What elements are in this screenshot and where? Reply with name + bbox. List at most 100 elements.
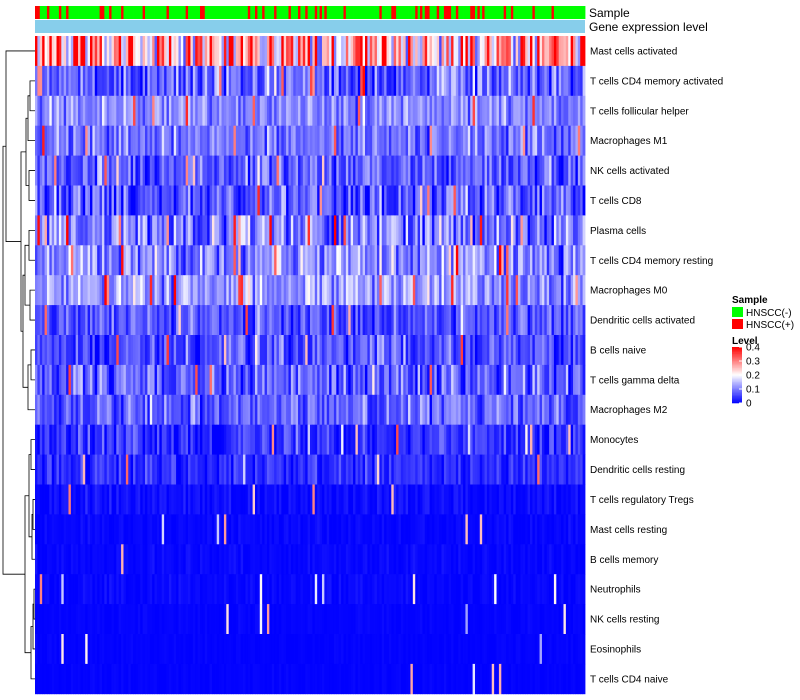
heatmap-cell (345, 454, 349, 485)
heatmap-cell (149, 305, 153, 336)
heatmap-cell (314, 514, 318, 545)
heatmap-cell (310, 364, 313, 396)
heatmap-cell (345, 36, 349, 67)
heatmap-cell (448, 544, 452, 575)
heatmap-cell (104, 604, 108, 635)
heatmap-cell (367, 424, 371, 455)
heatmap-cell (384, 335, 387, 366)
heatmap-cell (159, 245, 163, 276)
heatmap-cell (252, 275, 256, 306)
heatmap-cell (319, 36, 323, 67)
heatmap-cell (539, 155, 543, 186)
heatmap-cell (202, 215, 206, 246)
heatmap-cell (479, 424, 483, 455)
heatmap-cell (326, 65, 330, 97)
heatmap-cell (152, 634, 155, 665)
heatmap-cell (458, 65, 462, 97)
heatmap-cell (183, 484, 187, 515)
heatmap-cell (427, 484, 430, 515)
heatmap-cell (178, 514, 182, 545)
heatmap-cell (183, 454, 187, 485)
heatmap-cell (381, 335, 385, 366)
heatmap-cell (121, 424, 124, 455)
heatmap-cell (87, 36, 91, 67)
heatmap-cell (510, 424, 514, 455)
heatmap-cell (207, 604, 210, 635)
heatmap-cell (190, 125, 194, 156)
heatmap-cell (429, 604, 433, 635)
heatmap-cell (455, 424, 459, 455)
heatmap-cell (455, 574, 459, 605)
heatmap-cell (479, 335, 483, 366)
heatmap-cell (556, 394, 560, 426)
heatmap-cell (298, 215, 301, 246)
sample-annotation-cell (140, 6, 144, 19)
heatmap-cell (221, 574, 225, 605)
heatmap-cell (460, 215, 464, 246)
heatmap-cell (106, 95, 110, 127)
heatmap-cell (353, 36, 356, 67)
heatmap-cell (87, 544, 91, 575)
heatmap-cell (300, 484, 304, 515)
heatmap-cell (513, 335, 517, 366)
heatmap-cell (106, 454, 110, 485)
heatmap-cell (506, 364, 509, 396)
heatmap-cell (252, 634, 256, 665)
heatmap-cell (183, 215, 187, 246)
heatmap-cell (231, 245, 234, 276)
heatmap-cell (300, 544, 304, 575)
heatmap-cell (190, 604, 194, 635)
heatmap-cell (154, 364, 158, 396)
heatmap-cell (250, 36, 254, 67)
heatmap-cells (35, 36, 586, 695)
heatmap-cell (252, 215, 256, 246)
heatmap-cell (142, 215, 146, 246)
heatmap-cell (549, 604, 552, 635)
heatmap-cell (118, 215, 122, 246)
heatmap-cell (357, 364, 361, 396)
heatmap-cell (486, 275, 490, 306)
sample-annotation-cell (94, 6, 98, 19)
heatmap-cell (123, 65, 127, 97)
heatmap-cell (582, 95, 586, 127)
heatmap-cell (255, 36, 258, 67)
heatmap-cell (506, 185, 509, 216)
heatmap-cell (264, 514, 268, 545)
heatmap-cell (357, 484, 361, 515)
heatmap-cell (326, 185, 330, 216)
heatmap-cell (508, 394, 512, 426)
heatmap-cell (393, 65, 397, 97)
heatmap-cell (415, 454, 419, 485)
heatmap-cell (302, 335, 306, 366)
heatmap-cell (211, 185, 215, 216)
heatmap-cell (238, 125, 242, 156)
heatmap-cell (243, 394, 246, 426)
heatmap-cell (314, 125, 318, 156)
heatmap-cell (319, 394, 323, 426)
heatmap-cell (482, 484, 485, 515)
heatmap-cell (73, 65, 77, 97)
heatmap-cell (154, 215, 158, 246)
heatmap-cell (97, 454, 100, 485)
heatmap-cell (386, 574, 390, 605)
heatmap-cell (238, 364, 242, 396)
heatmap-cell (269, 514, 273, 545)
sample-annotation-cell (360, 6, 364, 19)
heatmap-cell (51, 424, 55, 455)
heatmap-cell (228, 424, 232, 455)
heatmap-cell (58, 335, 62, 366)
heatmap-cell (75, 95, 79, 127)
heatmap-cell (293, 245, 297, 276)
heatmap-cell (166, 185, 170, 216)
heatmap-cell (82, 364, 86, 396)
heatmap-cell (137, 604, 141, 635)
heatmap-cell (530, 335, 533, 366)
heatmap-cell (307, 95, 311, 127)
heatmap-cell (286, 484, 289, 515)
heatmap-cell (553, 65, 557, 97)
heatmap-cell (541, 454, 545, 485)
heatmap-cell (338, 245, 342, 276)
heatmap-cell (491, 364, 495, 396)
heatmap-cell (582, 185, 586, 216)
heatmap-cell (522, 305, 526, 336)
